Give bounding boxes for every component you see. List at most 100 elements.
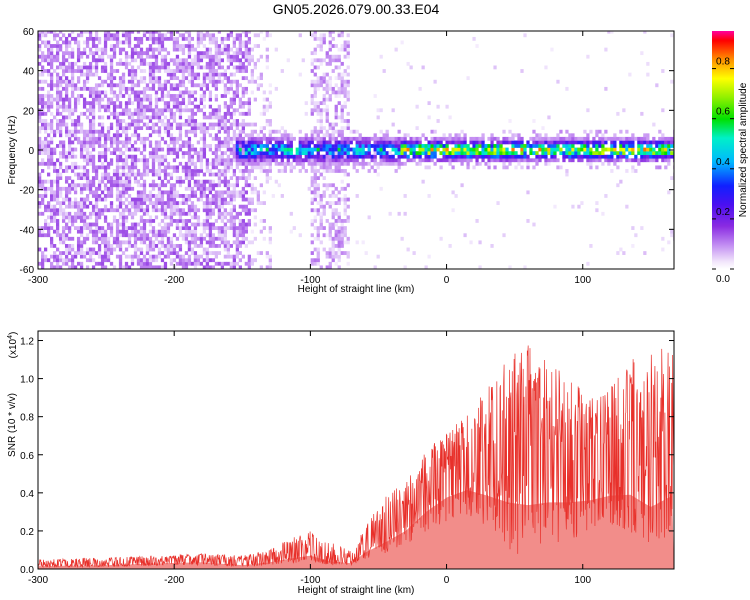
heatmap-cell xyxy=(115,119,120,123)
heatmap-cell xyxy=(127,172,132,177)
heatmap-cell xyxy=(214,226,219,230)
heatmap-cell xyxy=(118,176,123,180)
heatmap-cell xyxy=(88,215,93,220)
heatmap-cell xyxy=(565,147,569,152)
heatmap-cell xyxy=(163,247,168,252)
heatmap-cell xyxy=(247,101,251,106)
heatmap-cell xyxy=(226,219,231,223)
heatmap-cell xyxy=(220,154,225,159)
heatmap-cell xyxy=(55,33,60,38)
heatmap-cell xyxy=(316,76,320,81)
heatmap-cell xyxy=(328,83,332,88)
heatmap-cell xyxy=(289,147,293,152)
heatmap-cell xyxy=(325,140,329,145)
heatmap-cell xyxy=(589,154,593,159)
heatmap-cell xyxy=(661,144,665,148)
heatmap-cell xyxy=(424,165,428,170)
heatmap-cell xyxy=(118,86,123,91)
heatmap-cell xyxy=(148,236,153,241)
heatmap-cell xyxy=(238,211,242,216)
heatmap-cell xyxy=(475,154,479,159)
heatmap-cell xyxy=(112,36,117,41)
heatmap-cell xyxy=(268,83,272,88)
heatmap-cell xyxy=(220,190,225,195)
heatmap-cell xyxy=(103,208,108,213)
heatmap-cell xyxy=(361,144,365,148)
heatmap-cell xyxy=(310,69,314,73)
heatmap-cell xyxy=(583,140,587,145)
heatmap-cell xyxy=(196,58,201,63)
heatmap-cell xyxy=(130,51,135,56)
heatmap-cell xyxy=(130,165,135,170)
heatmap-cell xyxy=(41,197,45,202)
heatmap-cell xyxy=(58,144,63,148)
heatmap-cell xyxy=(550,47,554,52)
heatmap-cell xyxy=(118,204,123,209)
heatmap-cell xyxy=(166,147,171,152)
heatmap-cell xyxy=(70,201,75,205)
heatmap-cell xyxy=(319,161,323,166)
heatmap-cell xyxy=(217,233,222,238)
heatmap-cell xyxy=(85,76,90,81)
heatmap-cell xyxy=(91,161,96,166)
heatmap-cell xyxy=(274,158,278,163)
heatmap-cell xyxy=(226,154,231,159)
heatmap-cell xyxy=(184,229,189,234)
heatmap-cell xyxy=(112,94,117,98)
heatmap-cell xyxy=(199,94,204,98)
heatmap-cell xyxy=(301,136,305,141)
figure-title: GN05.2026.079.00.33.E04 xyxy=(273,1,440,17)
heatmap-cell xyxy=(85,65,90,70)
heatmap-cell xyxy=(661,147,665,152)
heatmap-cell xyxy=(484,144,488,148)
heatmap-cell xyxy=(583,129,587,134)
heatmap-cell xyxy=(124,197,129,202)
heatmap-cell xyxy=(208,111,213,116)
heatmap-cell xyxy=(334,219,338,223)
heatmap-cell xyxy=(154,151,159,156)
heatmap-cell xyxy=(52,115,57,120)
heatmap-cell xyxy=(238,111,242,116)
heatmap-cell xyxy=(406,158,410,163)
heatmap-cell xyxy=(229,147,233,152)
heatmap-cell xyxy=(235,165,239,170)
heatmap-cell xyxy=(397,144,401,148)
heatmap-cell xyxy=(322,165,326,170)
heatmap-cell xyxy=(148,126,153,131)
heatmap-cell xyxy=(526,190,530,195)
heatmap-cell xyxy=(91,179,96,184)
heatmap-cell xyxy=(202,79,207,84)
heatmap-cell xyxy=(52,44,57,48)
heatmap-cell xyxy=(76,176,81,180)
heatmap-cell xyxy=(424,147,428,152)
heatmap-cell xyxy=(238,154,242,159)
heatmap-cell xyxy=(322,33,326,38)
heatmap-cell xyxy=(61,261,66,266)
heatmap-cell xyxy=(355,158,359,163)
heatmap-cell xyxy=(172,219,177,223)
heatmap-cell xyxy=(41,258,45,263)
heatmap-cell xyxy=(400,147,404,152)
heatmap-cell xyxy=(670,229,674,234)
heatmap-cell xyxy=(88,258,93,263)
heatmap-cell xyxy=(130,58,135,63)
heatmap-cell xyxy=(43,161,48,166)
heatmap-cell xyxy=(142,211,147,216)
heatmap-cell xyxy=(118,172,123,177)
heatmap-cell xyxy=(532,151,536,156)
heatmap-cell xyxy=(220,215,225,220)
heatmap-cell xyxy=(43,94,48,98)
heatmap-cell xyxy=(118,58,123,63)
heatmap-cell xyxy=(319,119,323,123)
heatmap-cell xyxy=(217,115,222,120)
heatmap-cell xyxy=(235,211,239,216)
heatmap-cell xyxy=(130,54,135,59)
heatmap-cell xyxy=(346,140,350,145)
heatmap-cell xyxy=(109,83,114,88)
heatmap-cell xyxy=(154,36,159,41)
heatmap-cell xyxy=(97,186,102,191)
heatmap-cell xyxy=(394,136,398,141)
heatmap-cell xyxy=(187,115,192,120)
heatmap-cell xyxy=(505,147,509,152)
heatmap-cell xyxy=(235,147,239,152)
